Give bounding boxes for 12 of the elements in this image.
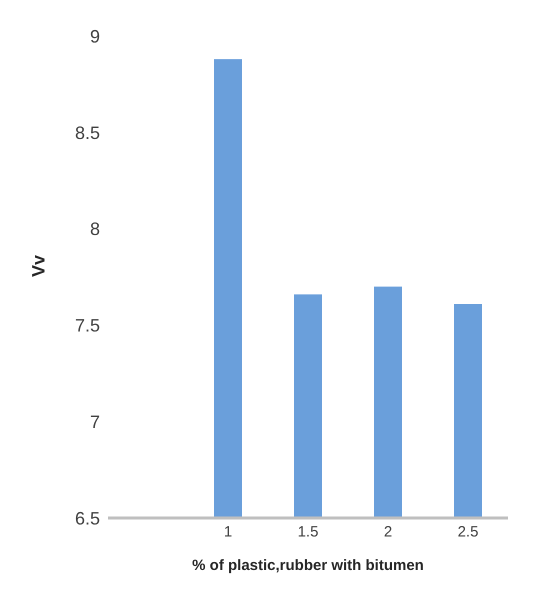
y-tick-label: 8 <box>90 219 100 240</box>
y-tick-label: 8.5 <box>74 122 100 143</box>
y-tick-label: 6.5 <box>74 508 100 528</box>
y-tick-label: 9 <box>90 26 100 46</box>
y-axis-title: Vv <box>28 254 48 277</box>
x-axis-title: % of plastic,rubber with bitumen <box>192 557 424 574</box>
x-tick-label: 2 <box>384 524 392 541</box>
x-tick-label: 1 <box>224 524 232 541</box>
x-tick-label: 1.5 <box>298 524 318 541</box>
y-tick-label: 7 <box>90 412 100 432</box>
x-tick-label: 2.5 <box>458 524 478 541</box>
y-tick-label: 7.5 <box>74 316 100 336</box>
